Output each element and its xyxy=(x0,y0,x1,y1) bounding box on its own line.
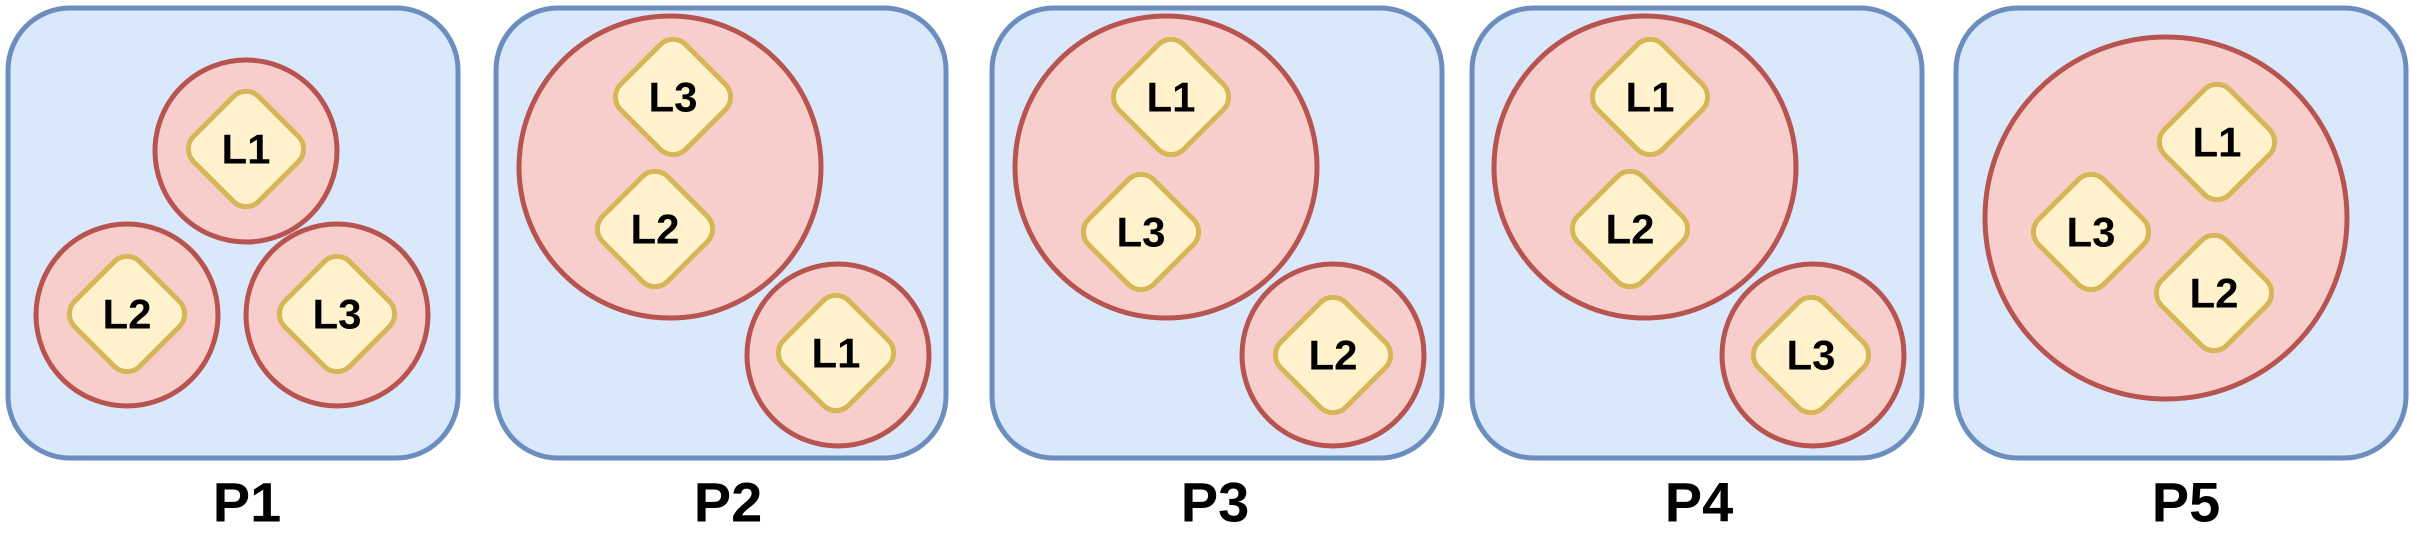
group-circle: L1 L2 xyxy=(1491,13,1799,321)
group-circle: L1 L3 xyxy=(1012,13,1320,321)
group-circle: L1 xyxy=(744,261,932,449)
leaf-label: L1 xyxy=(2192,119,2241,166)
leaf-label: L2 xyxy=(630,206,679,253)
group-circle: L3 xyxy=(1719,261,1907,449)
leaf-diamond: L3 xyxy=(276,253,398,375)
panel-p1: L1 L2 L3 P1 xyxy=(5,5,461,534)
panel-label: P4 xyxy=(1665,471,1734,534)
leaf-label: L1 xyxy=(1625,74,1674,121)
panel-label: P5 xyxy=(2152,471,2221,534)
leaf-label: L3 xyxy=(1786,332,1835,379)
leaf-diamond: L2 xyxy=(2153,232,2275,354)
leaf-label: L2 xyxy=(2189,270,2238,317)
panel-p3: L1 L3 L2 P3 xyxy=(989,5,1445,534)
panel-label: P3 xyxy=(1181,471,1250,534)
group-circle: L3 L2 xyxy=(516,13,824,321)
leaf-diamond: L2 xyxy=(1272,294,1394,416)
panel-p2: L3 L2 L1 P2 xyxy=(493,5,949,534)
leaf-label: L3 xyxy=(1116,209,1165,256)
leaf-diamond: L1 xyxy=(2156,81,2278,203)
group-circle: L3 xyxy=(243,221,431,409)
leaf-diamond: L2 xyxy=(1569,168,1691,290)
leaf-label: L2 xyxy=(1605,206,1654,253)
group-circle: L2 xyxy=(33,221,221,409)
leaf-diamond: L1 xyxy=(1110,36,1232,158)
leaf-diamond: L2 xyxy=(66,253,188,375)
leaf-diamond: L3 xyxy=(1080,171,1202,293)
group-circle: L1 xyxy=(152,57,340,245)
leaf-label: L2 xyxy=(1308,332,1357,379)
leaf-label: L1 xyxy=(1146,74,1195,121)
panel-p4: L1 L2 L3 P4 xyxy=(1469,5,1925,534)
leaf-label: L3 xyxy=(648,74,697,121)
leaf-diamond: L3 xyxy=(612,36,734,158)
leaf-diamond: L3 xyxy=(1750,294,1872,416)
panel-label: P1 xyxy=(213,471,282,534)
panel-label: P2 xyxy=(694,471,763,534)
leaf-label: L2 xyxy=(102,291,151,338)
leaf-label: L1 xyxy=(811,330,860,377)
leaf-diamond: L1 xyxy=(185,88,307,210)
leaf-diamond: L1 xyxy=(775,292,897,414)
leaf-label: L3 xyxy=(312,291,361,338)
leaf-diamond: L1 xyxy=(1589,36,1711,158)
leaf-label: L3 xyxy=(2066,209,2115,256)
leaf-diamond: L2 xyxy=(594,168,716,290)
panel-p5: L1 L3 L2 P5 xyxy=(1953,5,2409,534)
leaf-label: L1 xyxy=(221,126,270,173)
group-circle: L2 xyxy=(1239,261,1427,449)
leaf-diamond: L3 xyxy=(2030,171,2152,293)
group-circle: L1 L3 L2 xyxy=(1982,34,2350,402)
